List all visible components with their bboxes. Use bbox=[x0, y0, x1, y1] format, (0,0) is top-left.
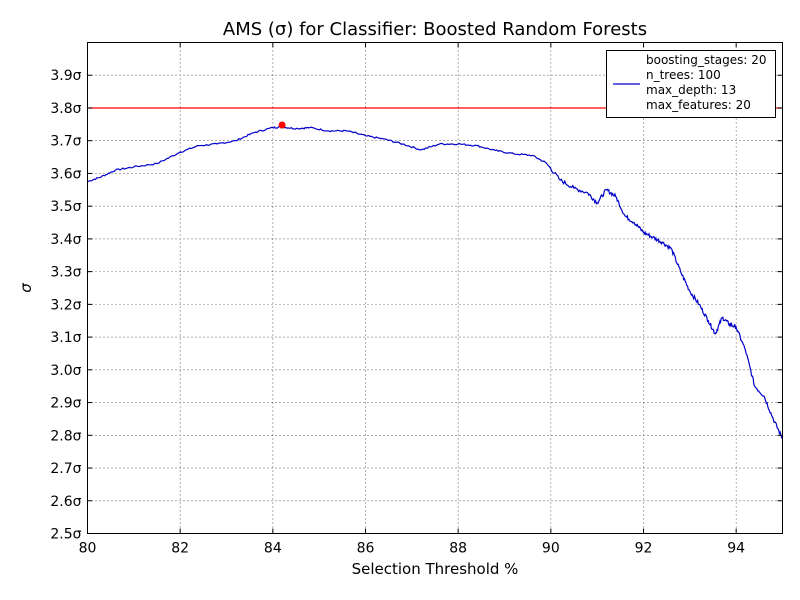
y-tick-label: 3.9σ bbox=[50, 68, 81, 84]
plot-frame bbox=[87, 42, 783, 534]
y-tick-label: 3.7σ bbox=[50, 134, 81, 150]
y-tick-label: 2.8σ bbox=[50, 428, 81, 444]
y-tick-label: 3.0σ bbox=[50, 363, 81, 379]
legend-entry: boosting_stages: 20 bbox=[646, 53, 767, 67]
y-tick-label: 3.3σ bbox=[50, 265, 81, 281]
x-tick-label: 84 bbox=[264, 541, 282, 557]
y-tick-label: 3.1σ bbox=[50, 330, 81, 346]
legend-entry: max_depth: 13 bbox=[646, 83, 736, 97]
legend: boosting_stages: 20 n_trees: 100 max_dep… bbox=[606, 50, 776, 118]
y-tick-label: 2.7σ bbox=[50, 461, 81, 477]
x-tick-label: 92 bbox=[635, 541, 653, 557]
x-tick-label: 88 bbox=[449, 541, 467, 557]
x-axis-label: Selection Threshold % bbox=[352, 560, 519, 578]
x-tick-label: 90 bbox=[542, 541, 560, 557]
y-tick-label: 3.4σ bbox=[50, 232, 81, 248]
y-tick-label: 2.5σ bbox=[50, 527, 81, 543]
y-tick-label: 3.5σ bbox=[50, 199, 81, 215]
y-axis-label: σ bbox=[17, 283, 35, 293]
y-tick-label: 3.2σ bbox=[50, 297, 81, 313]
chart-title: AMS (σ) for Classifier: Boosted Random F… bbox=[223, 19, 647, 40]
x-tick-label: 82 bbox=[171, 541, 189, 557]
max-point-marker bbox=[278, 121, 286, 129]
x-tick-label: 94 bbox=[727, 541, 745, 557]
y-axis: 2.5σ 2.6σ 2.7σ 2.8σ 2.9σ 3.0σ 3.1σ 3.2σ 3.3σ 3.4σ… bbox=[50, 68, 783, 543]
y-tick-label: 3.6σ bbox=[50, 166, 81, 182]
series-line bbox=[87, 125, 783, 440]
legend-entry: n_trees: 100 bbox=[646, 68, 721, 82]
y-tick-label: 2.9σ bbox=[50, 396, 81, 412]
x-axis: 80 82 84 86 88 90 92 94 bbox=[79, 42, 745, 557]
x-tick-label: 86 bbox=[357, 541, 375, 557]
y-tick-label: 3.8σ bbox=[50, 101, 81, 117]
y-tick-label: 2.6σ bbox=[50, 494, 81, 510]
x-tick-label: 80 bbox=[79, 541, 97, 557]
legend-entry: max_features: 20 bbox=[646, 98, 751, 112]
